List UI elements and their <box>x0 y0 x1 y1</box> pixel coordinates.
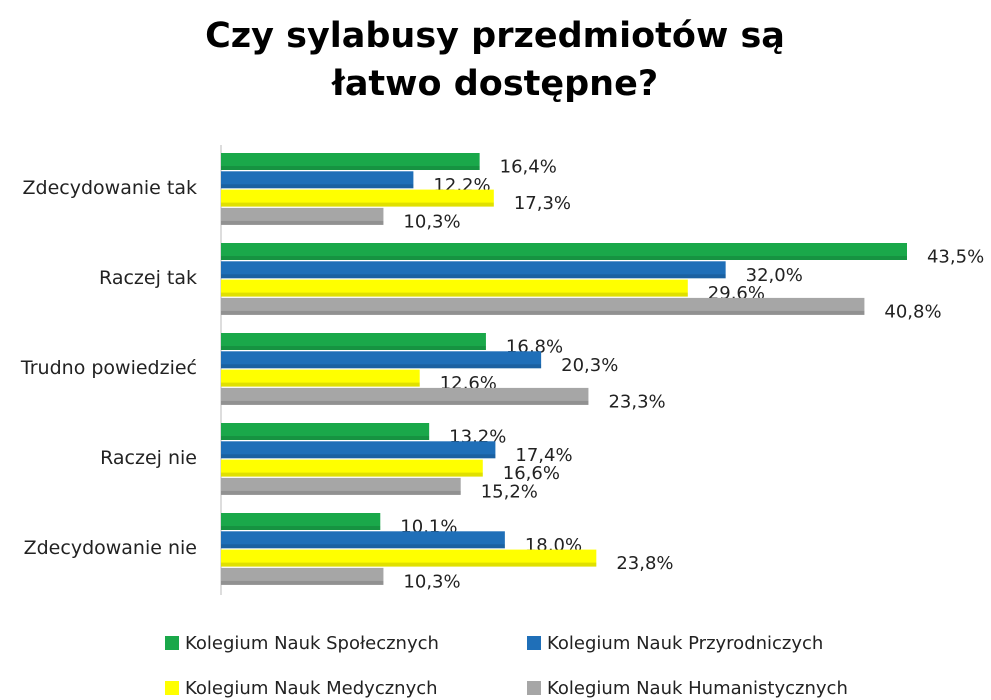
bar <box>221 333 486 350</box>
data-label: 23,3% <box>608 391 665 412</box>
bar-shade <box>221 400 589 405</box>
bar-shade <box>221 472 483 477</box>
data-label: 20,3% <box>561 355 618 376</box>
legend-label: Kolegium Nauk Medycznych <box>185 678 438 699</box>
bar-shade <box>221 166 480 170</box>
data-label: 43,5% <box>927 247 984 268</box>
bar <box>221 171 414 189</box>
legend-swatch <box>527 636 541 650</box>
bar-shade <box>221 274 726 279</box>
bar <box>221 423 430 440</box>
bar <box>221 549 597 567</box>
data-label: 10,3% <box>403 571 460 592</box>
bar <box>221 567 384 585</box>
data-label: 15,2% <box>481 481 538 502</box>
data-label: 32,0% <box>746 265 803 286</box>
category-label: Zdecydowanie tak <box>23 177 197 199</box>
category-label: Raczej tak <box>99 267 197 289</box>
bar-shade <box>221 526 381 530</box>
legend-label: Kolegium Nauk Przyrodniczych <box>547 633 823 654</box>
chart-title: Czy sylabusy przedmiotów są łatwo dostęp… <box>205 16 785 104</box>
legend-swatch <box>165 681 179 695</box>
bar <box>221 261 726 279</box>
data-label: 16,6% <box>503 463 560 484</box>
bar <box>221 207 384 225</box>
bar-shade <box>221 364 542 369</box>
bar <box>221 297 865 315</box>
bar-shade <box>221 580 384 585</box>
bar-shade <box>221 490 461 495</box>
data-label: 23,8% <box>616 553 673 574</box>
legend-label: Kolegium Nauk Humanistycznych <box>547 678 848 699</box>
data-label: 16,4% <box>500 157 557 178</box>
legend-swatch <box>165 636 179 650</box>
bar <box>221 189 494 207</box>
bar <box>221 441 496 459</box>
bar-shade <box>221 436 430 440</box>
data-label: 10,3% <box>403 211 460 232</box>
bar <box>221 351 542 369</box>
data-label: 17,4% <box>515 445 572 466</box>
bar <box>221 369 420 387</box>
bar <box>221 531 505 549</box>
bar-shade <box>221 382 420 387</box>
bar-shade <box>221 454 496 459</box>
data-label: 40,8% <box>884 301 941 322</box>
bar <box>221 153 480 170</box>
category-label: Trudno powiedzieć <box>20 357 197 379</box>
bar-shade <box>221 292 688 297</box>
bar-shade <box>221 310 865 315</box>
bar-shade <box>221 256 907 260</box>
bar <box>221 279 688 297</box>
bar <box>221 459 483 477</box>
bar <box>221 387 589 405</box>
legend-swatch <box>527 681 541 695</box>
bar <box>221 513 381 530</box>
category-label: Raczej nie <box>100 447 197 469</box>
bar-shade <box>221 562 597 567</box>
bar-shade <box>221 544 505 549</box>
legend-label: Kolegium Nauk Społecznych <box>185 633 439 654</box>
bar-shade <box>221 220 384 225</box>
bar <box>221 477 461 495</box>
category-label: Zdecydowanie nie <box>24 537 197 559</box>
bar <box>221 243 907 260</box>
bar-shade <box>221 184 414 189</box>
bar-shade <box>221 202 494 207</box>
data-label: 17,3% <box>514 193 571 214</box>
bar-shade <box>221 346 486 350</box>
